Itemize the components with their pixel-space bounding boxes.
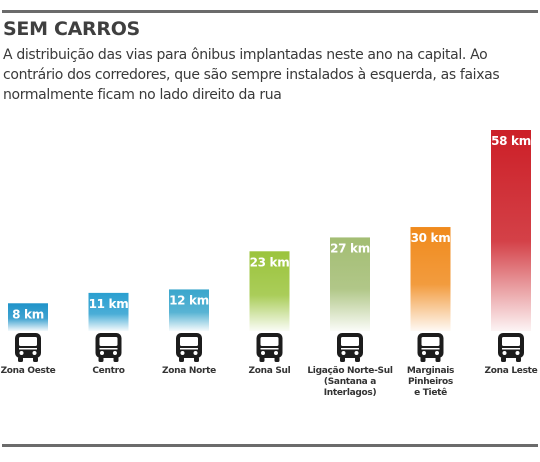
category-label: Zona Leste (485, 366, 538, 376)
bar (88, 292, 129, 331)
bus-icon (256, 333, 283, 362)
category-label: Zona Norte (162, 366, 216, 376)
bottom-rule (2, 444, 538, 447)
bar-data-label: 58 km (491, 134, 531, 148)
bar-data-label: 12 km (169, 293, 209, 307)
bar (491, 130, 531, 331)
category-label: Zona Sul (249, 366, 291, 376)
bus-icon (95, 333, 122, 362)
category-label: Zona Oeste (1, 366, 56, 376)
chart-title: SEM CARROS (3, 18, 140, 40)
bus-icon (417, 333, 444, 362)
bar-data-label: 30 km (411, 231, 451, 245)
category-label: Centro (92, 366, 124, 376)
bar-data-label: 23 km (250, 255, 290, 269)
bus-icon (498, 333, 524, 362)
bar (249, 251, 290, 331)
bar (8, 303, 48, 331)
chart-subtitle: A distribuição das vias para ônibus impl… (3, 47, 500, 103)
bar-data-label: 8 km (12, 307, 44, 321)
top-rule (2, 10, 538, 13)
bus-icon (15, 333, 41, 362)
bar (169, 289, 209, 331)
bar-data-label: 27 km (330, 241, 370, 255)
category-label: Ligação Norte-Sul (Santana a Interlagos) (307, 366, 392, 398)
category-label: Marginais Pinheiros e Tietê (407, 366, 454, 398)
bar-data-label: 11 km (89, 297, 129, 311)
bar (330, 237, 370, 331)
bar (410, 227, 451, 331)
bus-icon (176, 333, 202, 362)
bus-icon (337, 333, 363, 362)
